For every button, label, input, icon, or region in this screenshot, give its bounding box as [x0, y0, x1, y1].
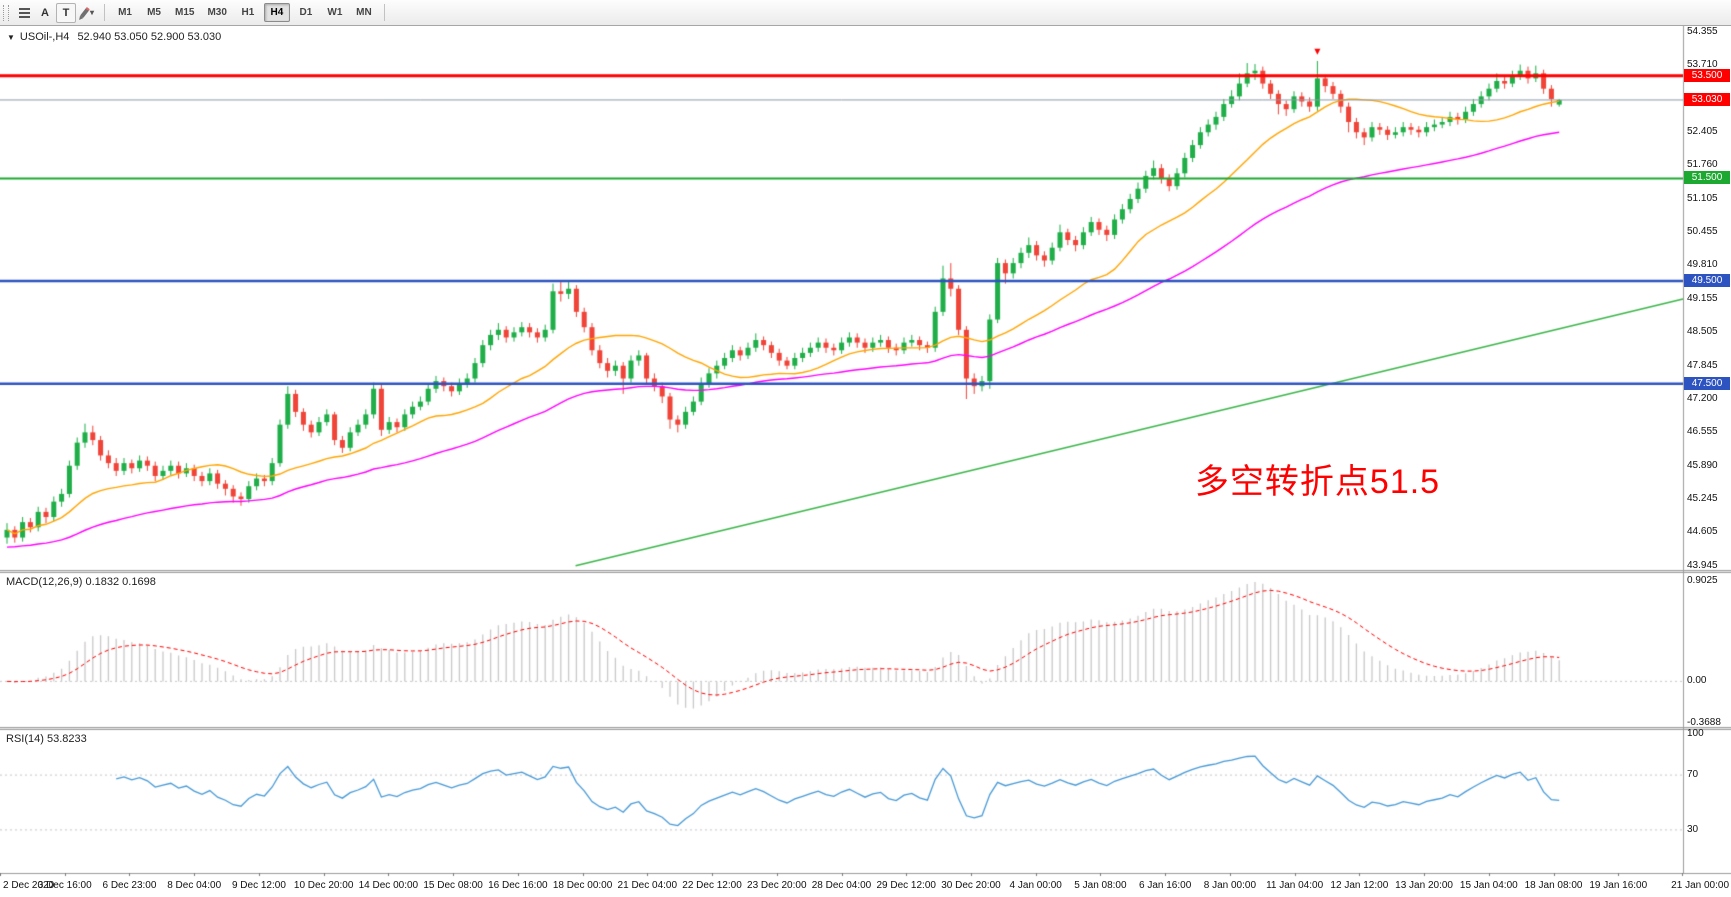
timeframe-m1-button[interactable]: M1 — [112, 3, 138, 22]
text-tool-button[interactable]: T — [56, 2, 76, 23]
symbol-dropdown-icon[interactable]: ▼ — [7, 33, 15, 42]
toolbar: A T ▾ M1 M5 M15 M30 H1 H4 D1 W1 MN — [0, 0, 1731, 26]
timeframe-m30-button[interactable]: M30 — [202, 3, 231, 22]
timeframe-h4-button[interactable]: H4 — [263, 3, 290, 22]
draw-tool-button[interactable]: ▾ — [77, 3, 98, 23]
timeframe-m5-button[interactable]: M5 — [141, 3, 167, 22]
text-label-tool-button[interactable]: A — [35, 3, 55, 23]
toolbar-drag-handle[interactable] — [3, 4, 9, 21]
toolbar-separator — [104, 4, 106, 21]
pencil-icon — [80, 6, 90, 19]
chart-canvas[interactable] — [0, 26, 1731, 897]
timeframe-m15-button[interactable]: M15 — [170, 3, 199, 22]
toolbar-separator — [383, 4, 385, 21]
charts-list-button[interactable] — [14, 3, 34, 23]
timeframe-mn-button[interactable]: MN — [351, 3, 377, 22]
timeframe-w1-button[interactable]: W1 — [322, 3, 348, 22]
chart-list-icon — [18, 7, 30, 10]
timeframe-h1-button[interactable]: H1 — [235, 3, 261, 22]
timeframe-d1-button[interactable]: D1 — [293, 3, 319, 22]
caret-down-icon: ▾ — [90, 8, 95, 17]
